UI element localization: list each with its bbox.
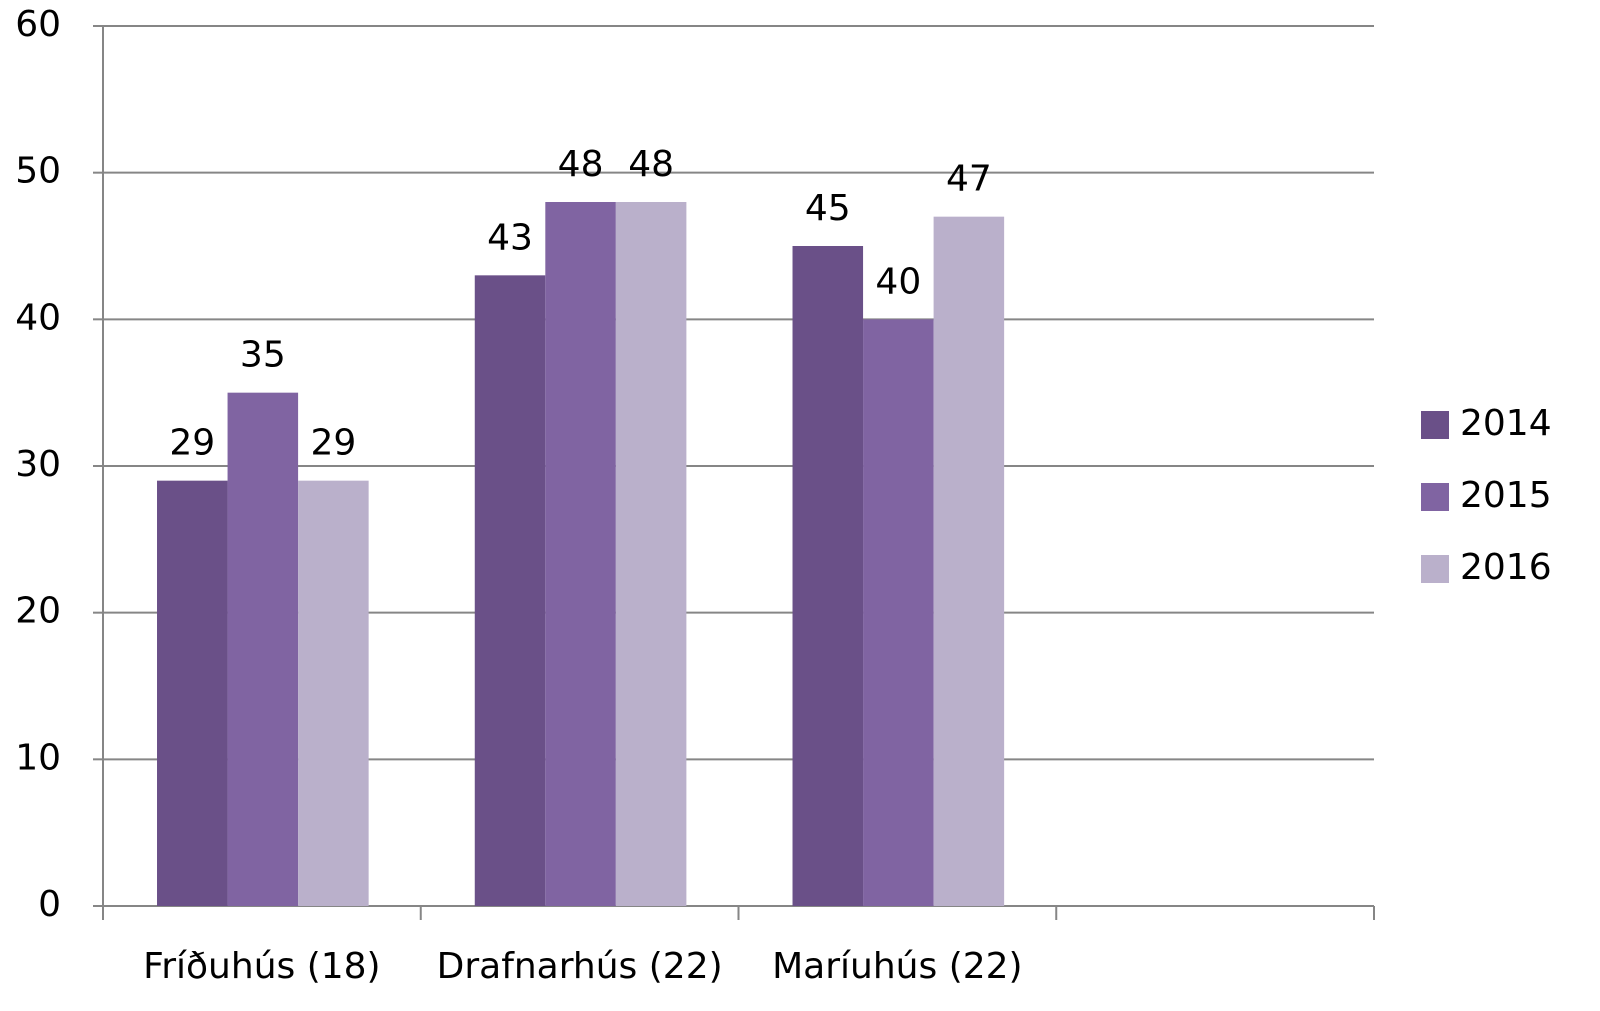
bar [227,392,299,907]
bar [474,275,546,906]
y-tick-label: 60 [15,4,61,45]
bar [545,202,616,906]
data-label: 43 [487,217,533,258]
x-tick-label: Fríðuhús (18) [143,946,380,987]
y-tick-label: 40 [15,297,61,338]
y-tick-label: 50 [15,151,61,192]
data-label: 48 [558,144,604,185]
y-tick-label: 20 [15,591,61,632]
data-label: 47 [946,159,992,200]
legend-label: 2015 [1460,475,1552,516]
legend-swatch [1421,555,1449,583]
y-tick-label: 0 [38,884,61,925]
bar [615,202,687,906]
bar [792,246,864,906]
bar [157,480,228,906]
data-label: 29 [310,423,356,464]
legend-swatch [1421,483,1449,511]
y-tick-label: 10 [15,737,61,778]
data-label: 29 [169,423,215,464]
data-label: 35 [240,335,286,376]
bar [933,216,1005,906]
data-label: 48 [628,144,674,185]
data-label: 40 [875,261,921,302]
legend-label: 2016 [1460,547,1552,588]
bar [863,319,934,906]
bar [298,480,369,906]
legend-swatch [1421,411,1449,439]
data-label: 45 [805,188,851,229]
x-tick-label: Drafnarhús (22) [437,946,723,987]
y-tick-label: 30 [15,444,61,485]
x-tick-label: Maríuhús (22) [772,946,1022,987]
legend-label: 2014 [1460,403,1552,444]
